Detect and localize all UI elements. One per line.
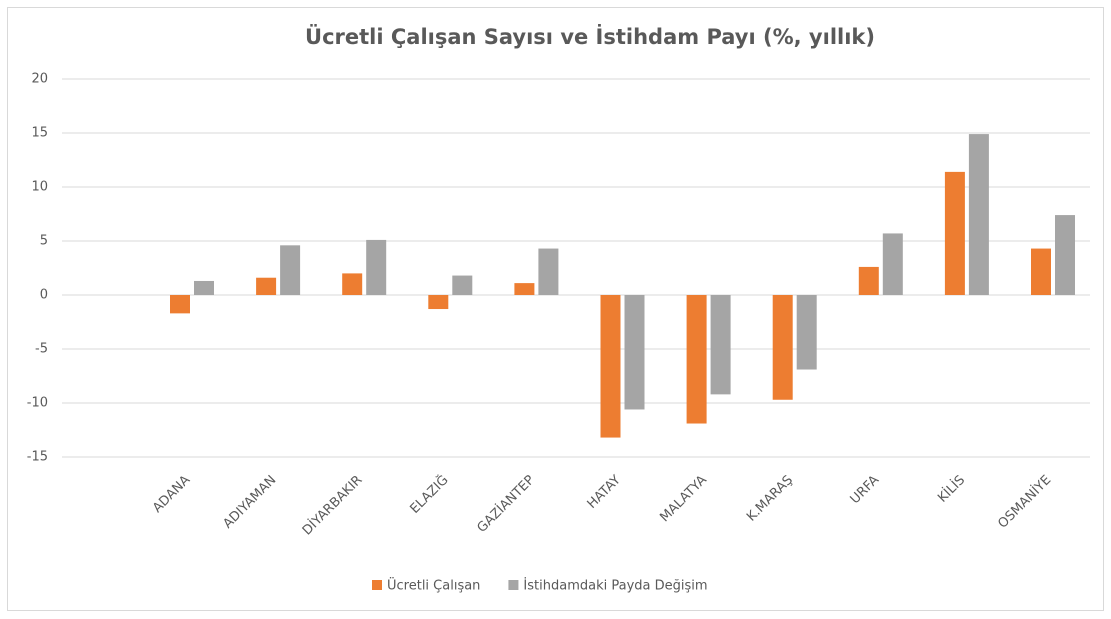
bar [944, 171, 965, 295]
bar [194, 280, 214, 295]
bar [1031, 248, 1051, 295]
bar [452, 275, 473, 295]
legend-label: İstihdamdaki Payda Değişim [523, 578, 707, 594]
bar [170, 295, 190, 314]
bar [796, 295, 817, 370]
legend-swatch [372, 580, 382, 590]
bar [342, 273, 363, 295]
chart-border [7, 7, 1104, 611]
bar [686, 295, 707, 424]
y-tick-label: -5 [35, 342, 48, 357]
y-tick-label: 10 [31, 180, 48, 195]
bar [710, 295, 731, 395]
bar [428, 295, 449, 310]
bar [858, 266, 879, 295]
bar [1055, 215, 1075, 295]
y-tick-label: -10 [27, 396, 48, 411]
bar [538, 248, 559, 295]
bar [514, 283, 535, 295]
legend-swatch [508, 580, 519, 590]
y-tick-label: 5 [40, 234, 48, 249]
bar [366, 239, 387, 295]
bar [772, 295, 793, 400]
y-tick-label: 15 [31, 126, 48, 141]
bar [280, 245, 301, 295]
y-tick-label: 20 [31, 72, 48, 87]
legend-label: Ücretli Çalışan [387, 577, 480, 594]
y-tick-label: 0 [40, 288, 48, 303]
bar [624, 295, 645, 410]
chart-title: Ücretli Çalışan Sayısı ve İstihdam Payı … [305, 24, 875, 49]
bar [882, 233, 903, 295]
y-tick-label: -15 [27, 450, 48, 465]
bar [256, 277, 277, 295]
bar [968, 134, 989, 295]
bar [600, 295, 621, 438]
